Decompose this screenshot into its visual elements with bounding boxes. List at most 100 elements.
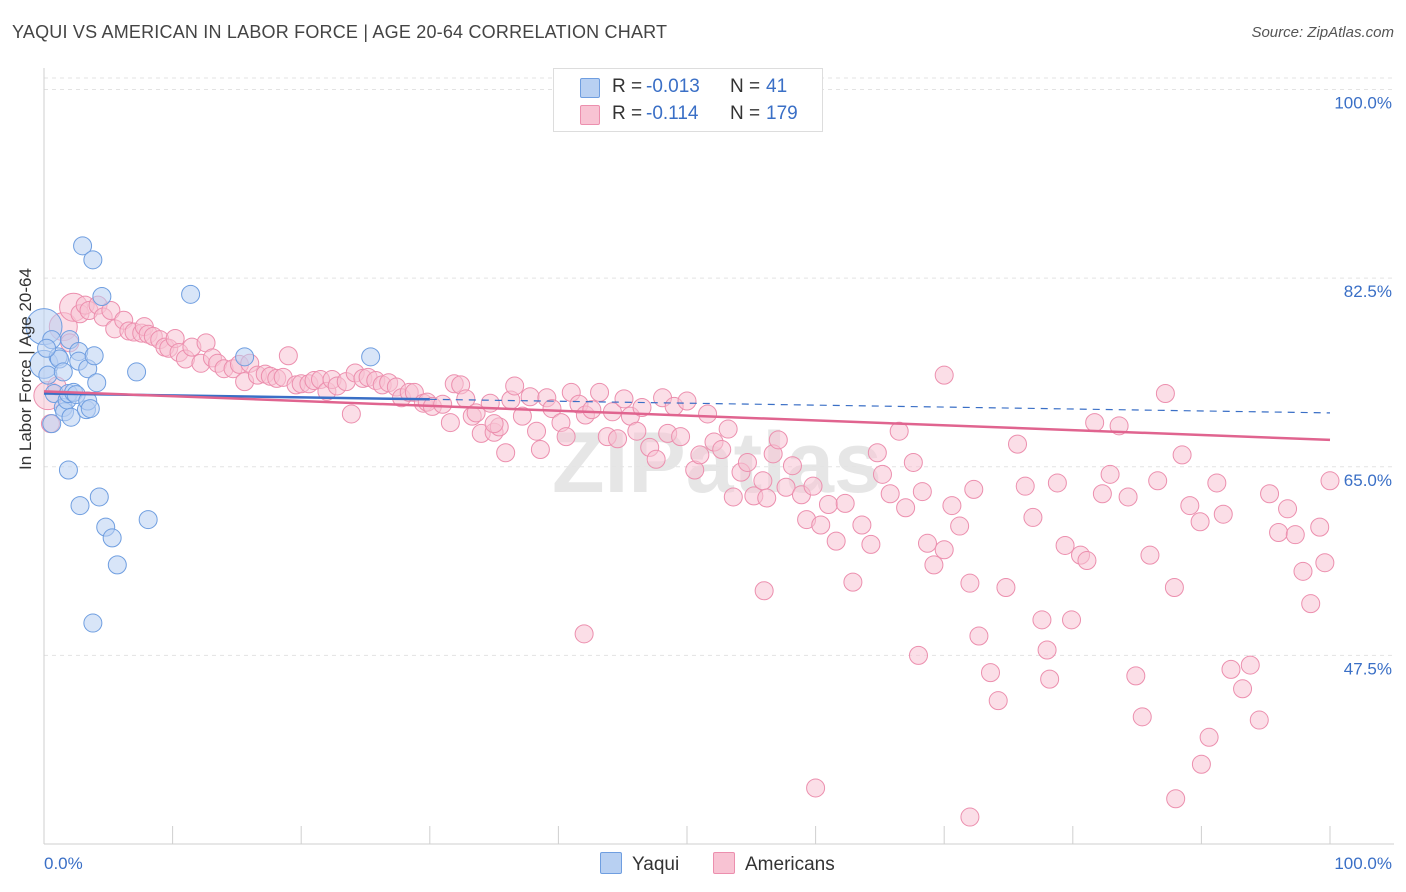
americans-point [1040,669,1060,689]
americans-point [1310,517,1330,537]
americans-swatch [580,105,600,125]
americans-point [803,476,823,496]
americans-point [690,445,710,465]
yaqui-point [138,510,158,530]
americans-point [912,482,932,502]
americans-point [826,531,846,551]
n-label: N = [730,76,761,97]
americans-point [1062,610,1082,630]
x-tick-label: 0.0% [44,854,83,873]
americans-point [980,663,1000,683]
americans-point [1320,471,1340,491]
americans-point [1037,640,1057,660]
x-tick-label: 100.0% [1334,854,1392,873]
americans-point [1278,499,1298,519]
yaqui-swatch [580,78,600,98]
yaqui-point [42,414,62,434]
americans-point [1207,473,1227,493]
americans-point [614,389,634,409]
americans-point [1047,473,1067,493]
americans-point [484,414,504,434]
americans-point [782,456,802,476]
legend-item-americans[interactable]: Americans [713,852,835,876]
americans-point [496,443,516,463]
americans-point [530,440,550,460]
legend-item-yaqui[interactable]: Yaqui [600,852,679,876]
americans-point [861,534,881,554]
americans-point [1285,525,1305,545]
americans-point [942,496,962,516]
americans-point [924,555,944,575]
yaqui-point [127,362,147,382]
americans-point [1269,523,1289,543]
americans-point [1301,594,1321,614]
americans-point [718,419,738,439]
americans-point [835,493,855,513]
americans-point [872,464,892,484]
americans-point [1155,383,1175,403]
americans-point [440,413,460,433]
legend-label-yaqui: Yaqui [632,854,680,875]
americans-point [527,421,547,441]
americans-point [574,624,594,644]
americans-point [512,406,532,426]
americans-point [818,495,838,514]
americans-point [671,427,691,447]
yaqui-point [83,613,103,633]
americans-point [632,398,652,417]
americans-point [646,449,666,469]
americans-point [1190,512,1210,532]
americans-point [903,452,923,472]
americans-point [1180,496,1200,516]
yaqui-point [58,460,78,480]
americans-point [1164,577,1184,597]
americans-point [1132,707,1152,727]
chart-title: YAQUI VS AMERICAN IN LABOR FORCE | AGE 2… [12,22,668,42]
americans-point [1213,504,1233,524]
americans-point [1293,561,1313,581]
americans-point [1172,445,1192,465]
americans-point [542,399,562,419]
stats-box: R = -0.013 N = 41 R = -0.114 N = 179 [553,68,823,132]
americans-point [433,394,453,414]
americans-point [1109,416,1129,436]
americans-point [1191,754,1211,774]
americans-point [1148,471,1168,491]
americans-point [1032,610,1052,630]
americans-point [1199,727,1219,747]
americans-point [753,471,773,491]
yaqui-point [84,346,104,366]
americans-point [1055,535,1075,555]
n-value: 179 [766,103,798,124]
americans-point [1100,464,1120,484]
yaqui-point [89,487,109,507]
americans-point [843,572,863,592]
americans-point [1077,551,1097,571]
americans-point [737,452,757,472]
americans-point [1315,553,1335,573]
r-value: -0.013 [646,76,700,97]
yaqui-point [361,347,381,367]
americans-point [1240,655,1260,675]
yaqui-point [53,362,73,382]
americans-point [950,516,970,536]
source-credit: Source: ZipAtlas.com [1251,24,1394,41]
americans-point [806,778,826,798]
americans-point [1118,487,1138,507]
americans-point [969,626,989,646]
americans-point [1085,413,1105,433]
americans-point [341,404,361,424]
americans-point [608,429,628,449]
yaqui-point [70,496,90,516]
yaqui-point [235,347,255,367]
yaqui-point [107,555,127,575]
americans-point [590,382,610,402]
yaqui-point [102,528,122,548]
americans-point [1140,545,1160,565]
americans-point [1008,434,1028,454]
americans-point [934,365,954,385]
americans-point [889,421,909,441]
americans-point [757,488,777,508]
yaqui-point [87,373,107,393]
